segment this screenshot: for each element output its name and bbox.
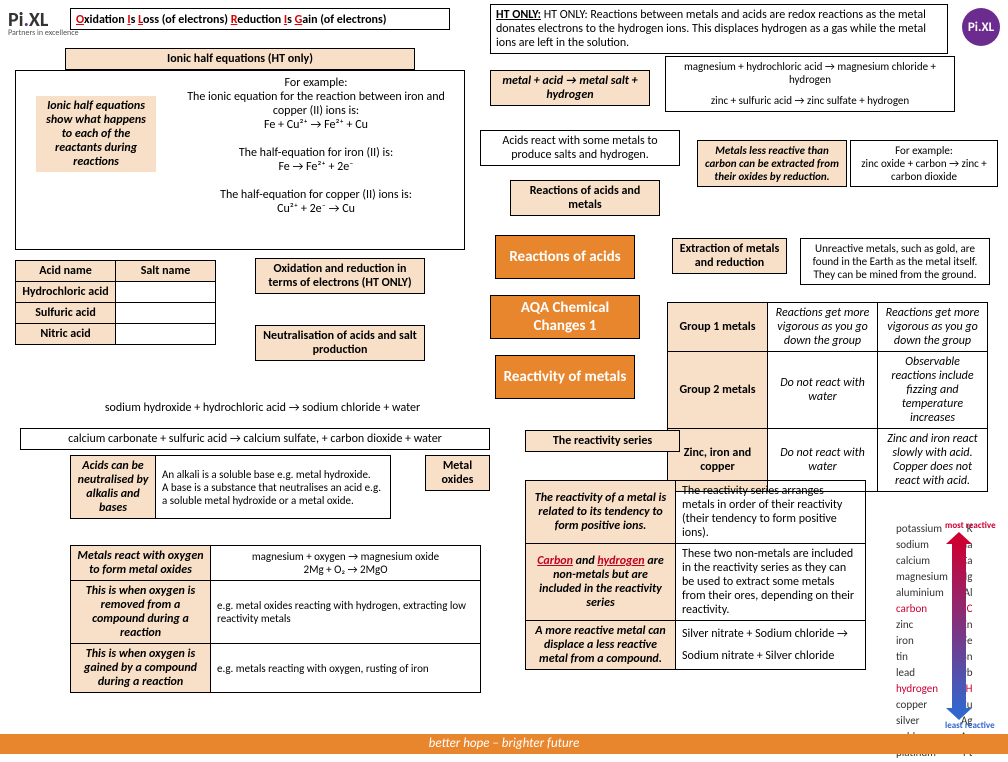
ac-neut: Acids can be neutralised by alkalis and … [71,456,156,519]
oxy-gain-ex: e.g. metals reacting with oxygen, rustin… [211,644,481,693]
group-table: Group 1 metals Reactions get more vigoro… [667,302,988,492]
salt-col: Salt name [116,261,216,282]
acids-some: Acids react with some metals to produce … [480,130,680,166]
ionic-hdr: Ionic half equations (HT only) [65,48,415,70]
chydro-r: These two non-metals are included in the… [676,544,866,621]
znfe2: Zinc and iron react slowly with acid. Co… [878,429,988,492]
ionic-example: For example: The ionic equation for the … [176,76,456,216]
reactions-of-acids: Reactions of acids [495,235,635,279]
oxred-electrons: Oxidation and reduction in terms of elec… [255,258,425,294]
footer: better hope – brighter future [0,734,1008,754]
acid-table: Acid nameSalt name Hydrochloric acid Sul… [15,260,216,345]
eq-naoh: sodium hydroxide + hydrochloric acid → s… [40,398,485,418]
unreactive: Unreactive metals, such as gold, are fou… [800,238,990,285]
g1r2: Reactions get more vigorous as you go do… [878,303,988,352]
zn-eq: zinc + sulfuric acid → zinc sulfate + hy… [671,94,949,107]
g1: Group 1 metals [668,303,768,352]
oilrig-box: Oxidation Is Loss (of electrons) Reducti… [70,8,450,30]
reac-acids-metals: Reactions of acids and metals [510,180,660,216]
page: Pi.XL Partners in excellence Pi.XL Oxida… [0,0,1008,756]
g1r1: Reactions get more vigorous as you go do… [768,303,878,352]
chydro: Carbon and hydrogen are non-metals but a… [526,544,676,621]
least-reactive: least reactive [945,720,995,731]
metal-acid: metal + acid → metal salt + hydrogen [490,70,650,106]
pixl-tag: Partners in excellence [8,28,79,38]
mg-zn-box: magnesium + hydrochloric acid → magnesiu… [665,56,955,112]
neutralisation: Neutralisation of acids and salt product… [255,325,425,361]
mg-eq: magnesium + hydrochloric acid → magnesiu… [671,60,949,86]
displace: A more reactive metal can displace a les… [526,621,676,670]
oxy-gain: This is when oxygen is gained by a compo… [71,644,211,693]
g2r1: Do not react with water [768,352,878,429]
reactivity-arrow [952,542,966,710]
g2r2: Observable reactions include fizzing and… [878,352,988,429]
extraction: Extraction of metals and reduction [672,238,787,274]
pixl-logo-right: Pi.XL [962,8,1000,46]
hno3: Nitric acid [16,324,116,345]
oxy-rem: This is when oxygen is removed from a co… [71,581,211,644]
htonly-text: HT ONLY: Reactions between metals and ac… [496,8,926,50]
silver: Silver nitrate + Sodium chloride →Sodium… [676,621,866,670]
ionic-half-text: Ionic half equations show what happens t… [36,96,156,172]
eq-caco3: calcium carbonate + sulfuric acid → calc… [20,428,490,450]
most-reactive: most reactive [945,520,996,531]
neutral-table: Acids can be neutralised by alkalis and … [70,455,391,519]
ionic-block: Ionic half equations show what happens t… [15,70,465,250]
hcl: Hydrochloric acid [16,282,116,303]
mgo: magnesium + oxygen → magnesium oxide 2Mg… [211,546,481,581]
metal-oxides: Metal oxides [425,455,490,491]
reactivity-info: The reactivity of a metal is related to … [525,480,866,670]
r-arrange: The reactivity series arranges metals in… [676,481,866,544]
h2so4: Sulfuric acid [16,303,116,324]
oxide-table: Metals react with oxygen to form metal o… [70,545,481,693]
htonly-box: HT ONLY: HT ONLY: Reactions between meta… [490,4,948,54]
alkali: An alkali is a soluble base e.g. metal h… [156,456,391,519]
acid-col: Acid name [16,261,116,282]
zn-oxide: For example: zinc oxide + carbon → zinc … [850,140,998,187]
g2: Group 2 metals [668,352,768,429]
reactivity-metals: Reactivity of metals [495,355,635,399]
metals-less: Metals less reactive than carbon can be … [697,140,847,187]
met-oxy: Metals react with oxygen to form metal o… [71,546,211,581]
oxy-rem-ex: e.g. metal oxides reacting with hydrogen… [211,581,481,644]
aqa-title: AQA Chemical Changes 1 [490,295,640,339]
r-tendency: The reactivity of a metal is related to … [526,481,676,544]
reactivity-series: The reactivity series [525,430,680,452]
